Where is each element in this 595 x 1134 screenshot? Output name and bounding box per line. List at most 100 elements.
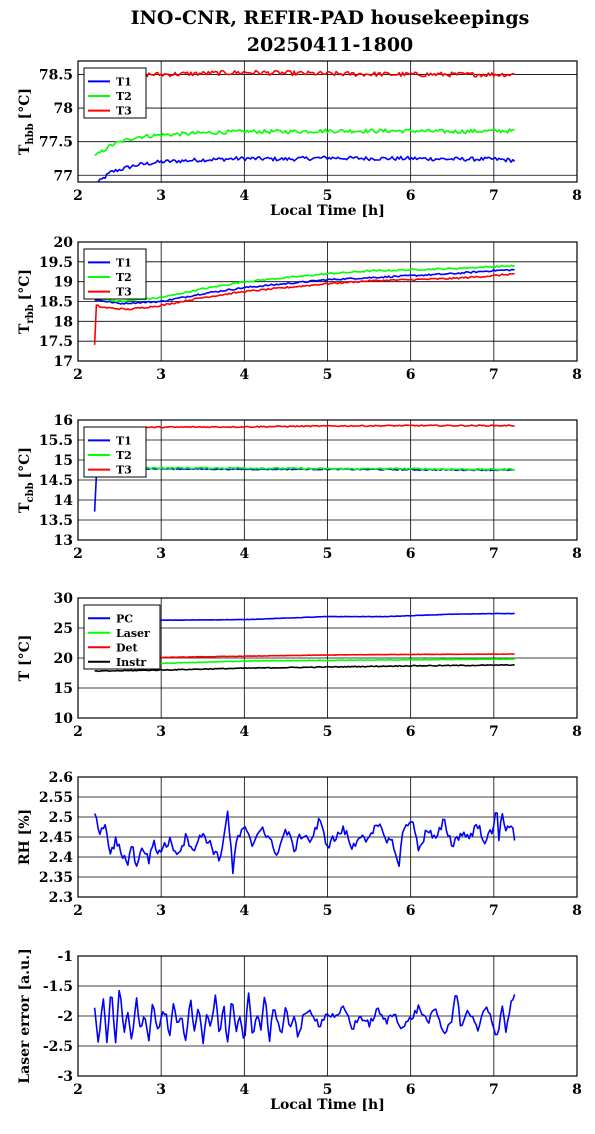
y-tick-label: -3 xyxy=(57,1069,73,1085)
legend: T1 T2 T3 xyxy=(83,426,147,478)
x-tick-label: 3 xyxy=(156,546,166,562)
y-axis-label: RH [%] xyxy=(17,809,33,865)
series-line-t2 xyxy=(102,466,515,471)
legend: T1 T2 T3 xyxy=(83,67,147,119)
legend-label-t2: T2 xyxy=(116,449,132,462)
y-axis-label: Tcbb [°C] xyxy=(17,447,36,513)
x-tick-label: 8 xyxy=(572,546,582,562)
y-tick-label: 16 xyxy=(54,413,73,429)
y-tick-label: 25 xyxy=(54,621,73,637)
x-tick-label: 3 xyxy=(156,903,166,919)
y-tick-label: 10 xyxy=(54,711,74,727)
legend-label-t1: T1 xyxy=(116,434,132,447)
legend-label-t3: T3 xyxy=(116,286,132,299)
x-tick-label: 6 xyxy=(406,903,416,919)
legend-label-pc: PC xyxy=(116,612,133,625)
series-line-t1 xyxy=(94,268,515,305)
y-axis-label: Laser error [a.u.] xyxy=(17,948,33,1083)
y-tick-label: 20 xyxy=(54,651,74,667)
y-axis-label-main: RH [%] xyxy=(17,809,33,865)
legend-label-t3: T3 xyxy=(116,464,132,477)
series-line-t2 xyxy=(94,264,515,303)
x-axis-label: Local Time [h] xyxy=(270,203,385,219)
x-tick-label: 6 xyxy=(406,367,416,383)
y-tick-label: 2.3 xyxy=(49,890,73,906)
x-tick-label: 4 xyxy=(239,903,249,919)
x-tick-label: 7 xyxy=(489,367,499,383)
series-line-data xyxy=(93,810,516,875)
plot-frame xyxy=(77,241,578,362)
legend-label-t1: T1 xyxy=(116,256,132,269)
x-tick-label: 4 xyxy=(239,1082,249,1098)
x-tick-label: 6 xyxy=(406,1082,416,1098)
y-axis-label-subscript: rbb xyxy=(25,304,36,323)
figure-title-line1: INO-CNR, REFIR-PAD housekeepings xyxy=(131,7,530,29)
y-tick-label: 78.5 xyxy=(39,67,73,83)
plot-frame xyxy=(77,597,578,719)
series-line-t1 xyxy=(97,155,516,182)
legend-label-det: Det xyxy=(116,641,139,654)
x-tick-label: 7 xyxy=(489,724,499,740)
y-tick-label: 18 xyxy=(54,314,73,330)
y-axis-label-subscript: hbb xyxy=(25,123,36,144)
x-tick-label: 4 xyxy=(239,188,249,204)
y-tick-label: 20 xyxy=(54,235,74,251)
plot-frame xyxy=(77,419,578,541)
x-tick-label: 5 xyxy=(323,546,333,562)
legend-label-t1: T1 xyxy=(116,75,132,88)
y-tick-label: 77.5 xyxy=(39,135,73,151)
y-tick-label: 2.6 xyxy=(49,770,73,786)
y-tick-label: -1 xyxy=(57,949,73,965)
legend-label-instr: Instr xyxy=(116,656,146,669)
x-tick-label: 7 xyxy=(489,546,499,562)
y-tick-label: 78 xyxy=(54,101,73,117)
x-tick-label: 8 xyxy=(572,1082,582,1098)
y-axis-label-main: T [°C] xyxy=(17,635,33,682)
y-tick-label: 17.5 xyxy=(39,334,73,350)
plot-frame xyxy=(77,776,578,898)
y-axis-label: T [°C] xyxy=(17,635,33,682)
x-tick-label: 6 xyxy=(406,546,416,562)
y-tick-label: 13.5 xyxy=(39,513,73,529)
y-axis-label-unit: [°C] xyxy=(17,88,33,119)
x-tick-label: 2 xyxy=(73,724,83,740)
y-axis-label-main: T xyxy=(17,144,33,155)
x-tick-label: 3 xyxy=(156,188,166,204)
series-line-t3 xyxy=(93,272,515,345)
y-tick-label: 18.5 xyxy=(39,295,73,311)
x-tick-label: 7 xyxy=(489,188,499,204)
y-tick-label: 14.5 xyxy=(39,473,73,489)
series-group xyxy=(93,989,516,1045)
y-tick-label: 2.4 xyxy=(49,850,74,866)
y-tick-label: 15 xyxy=(54,453,73,469)
x-tick-label: 8 xyxy=(572,903,582,919)
y-tick-label: 2.35 xyxy=(39,870,73,886)
y-tick-label: -1.5 xyxy=(43,979,73,995)
series-line-det xyxy=(94,653,515,660)
legend-label-t2: T2 xyxy=(116,271,132,284)
y-axis-label-unit: [°C] xyxy=(17,269,33,300)
legend: T1 T2 T3 xyxy=(83,248,147,300)
series-line-t3 xyxy=(94,69,515,78)
x-tick-label: 4 xyxy=(239,724,249,740)
y-tick-label: 15 xyxy=(54,681,73,697)
series-line-laser xyxy=(94,658,515,667)
series-group xyxy=(93,264,515,345)
y-tick-label: 19.5 xyxy=(39,255,73,271)
plot-frame xyxy=(77,955,578,1077)
x-tick-label: 2 xyxy=(73,367,83,383)
y-tick-label: -2 xyxy=(57,1009,73,1025)
y-axis-label-main: T xyxy=(17,502,33,513)
x-tick-label: 6 xyxy=(406,188,416,204)
y-axis-label-main: Laser error [a.u.] xyxy=(17,948,33,1083)
y-tick-label: 2.45 xyxy=(39,830,73,846)
x-tick-label: 6 xyxy=(406,724,416,740)
figure-title-line2: 20250411-1800 xyxy=(247,34,414,56)
chart-panel-5: 2.3 2.35 2.4 2.45 2.5 2.55 2.6 2 3 4 5 6 7 8 RH [%] xyxy=(17,770,582,919)
x-tick-label: 5 xyxy=(323,724,333,740)
